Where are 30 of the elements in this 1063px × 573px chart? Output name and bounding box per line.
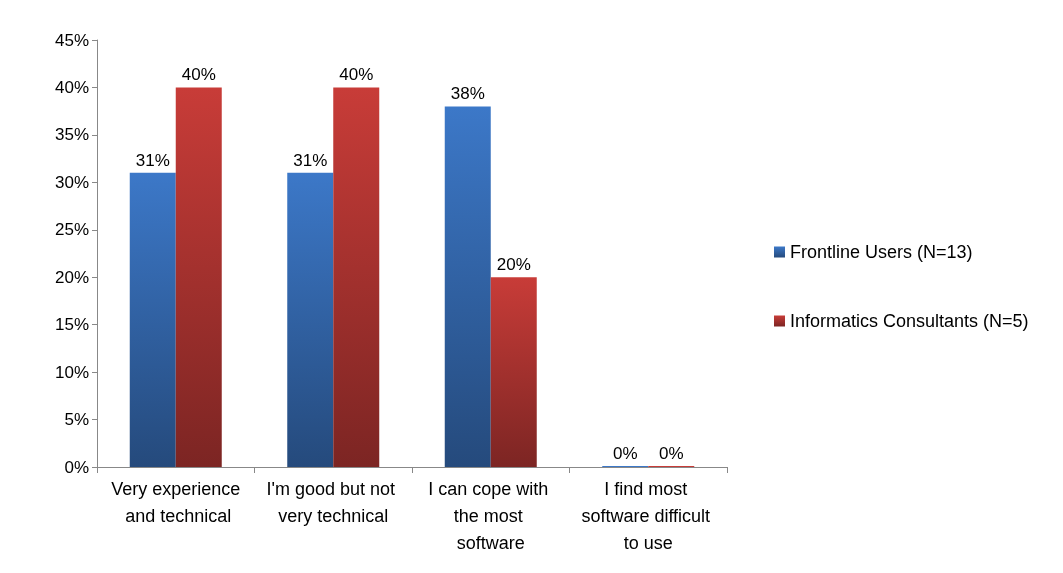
x-tick-label: I find most software difficult to use [581, 478, 716, 553]
data-label: 0% [658, 444, 684, 463]
bar [287, 172, 334, 467]
bar [333, 87, 380, 467]
bar [129, 172, 176, 467]
y-tick-label: 45% [54, 30, 89, 50]
data-label: 31% [293, 150, 328, 170]
data-label: 20% [496, 255, 531, 275]
data-label: 31% [135, 150, 170, 170]
y-tick-label: 35% [54, 125, 89, 145]
data-label: 40% [181, 65, 216, 85]
y-tick-label: 5% [64, 410, 89, 430]
legend-label: Informatics Consultants (N=5) [790, 311, 1029, 331]
y-tick-label: 20% [54, 267, 89, 287]
data-label: 40% [339, 65, 374, 85]
x-tick-label: I'm good but not very technical [266, 478, 401, 526]
y-tick-label: 30% [54, 172, 89, 192]
y-tick-label: 40% [54, 77, 89, 97]
y-tick-label: 15% [54, 315, 89, 335]
y-tick-label: 25% [54, 220, 89, 240]
bar [175, 87, 222, 467]
data-label: 38% [450, 84, 485, 104]
data-label: 0% [612, 444, 638, 463]
x-tick-label: Very experience and technical [111, 478, 241, 526]
bar [490, 277, 537, 467]
legend-label: Frontline Users (N=13) [790, 242, 973, 262]
y-tick-label: 0% [64, 457, 89, 477]
y-tick-label: 10% [54, 362, 89, 382]
x-tick-label: I can cope with the most software [428, 478, 554, 553]
bar [444, 106, 491, 467]
